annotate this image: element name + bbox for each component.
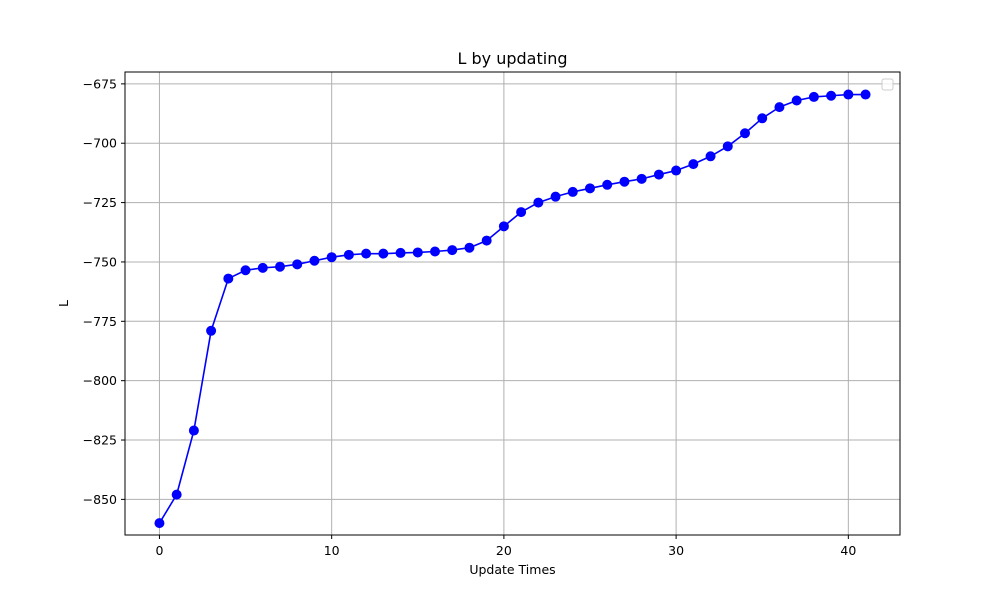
y-tick-label: −725 [83,195,117,210]
data-point [395,247,406,258]
series-line [158,93,866,524]
data-point [671,165,682,176]
y-tick-label: −700 [83,136,117,151]
data-point [309,255,320,266]
data-point [860,89,871,100]
data-point [275,261,285,272]
data-point [188,425,199,436]
ticks: 0 10 20 30 40 −850 −825 −800 −775 −750 −725 −700 −67… [83,76,857,558]
x-axis-label: Update Times [469,562,555,577]
data-point [378,248,389,259]
data-point [757,113,768,124]
data-point [412,247,423,258]
data-point [154,518,165,529]
x-tick-label: 40 [840,543,856,558]
data-point [567,186,578,197]
y-tick-label: −825 [83,433,117,448]
y-tick-label: −750 [83,254,117,269]
y-tick-label: −850 [83,492,117,507]
data-point [257,262,268,273]
x-tick-label: 20 [496,543,512,558]
data-point [705,151,716,162]
chart-title: L by updating [458,49,568,68]
data-point [343,249,354,260]
legend [881,78,894,91]
data-point [498,221,509,232]
data-point [223,273,234,284]
data-point [292,259,303,270]
data-point [688,159,699,170]
data-point [653,169,664,180]
data-point [550,191,561,202]
x-tick-label: 10 [324,543,340,558]
x-tick-label: 30 [668,543,684,558]
data-point [740,128,750,139]
data-point [585,183,595,194]
x-tick-label: 0 [155,543,163,558]
series-layer [154,89,871,529]
data-point [240,265,251,276]
data-point [791,95,802,106]
data-point [171,489,182,500]
data-point [481,235,492,246]
data-point [722,141,733,152]
data-point [808,91,819,102]
legend-box [881,78,894,91]
y-tick-label: −800 [83,373,117,388]
plot-frame [124,71,901,536]
data-point [619,176,630,187]
data-point [843,89,854,100]
y-axis-label: L [56,300,71,307]
data-point [826,90,837,101]
data-point [326,252,337,263]
data-point [516,207,527,218]
data-point [533,197,544,208]
y-tick-label: −675 [83,76,117,91]
data-point [447,245,458,256]
data-point [602,179,613,190]
data-point [774,102,785,113]
data-point [361,248,372,259]
data-point [464,242,475,253]
grid [125,72,900,535]
data-point [206,325,217,336]
y-tick-label: −775 [83,314,117,329]
data-point [430,246,440,257]
data-point [636,173,647,184]
